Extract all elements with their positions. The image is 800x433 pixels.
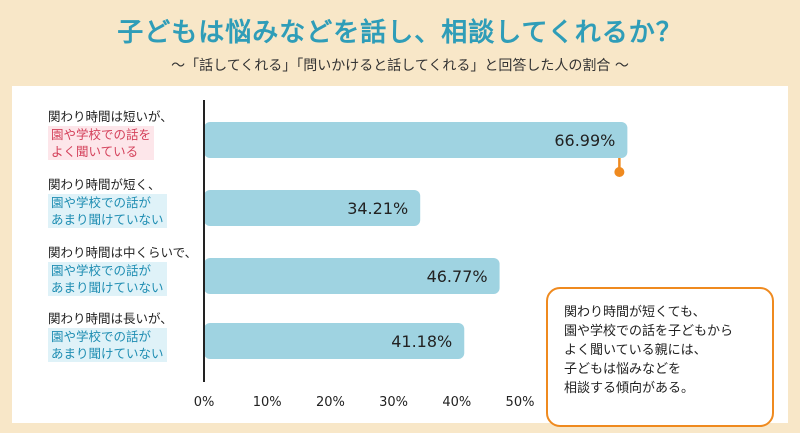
category-line: 関わり時間は長いが、 [48, 311, 173, 326]
category-highlight-line: あまり聞けていない [51, 346, 164, 361]
callout-line: 子どもは悩みなどを [564, 362, 682, 377]
bar-value-label: 66.99% [554, 131, 615, 150]
chart-panel: 66.99% 34.21% 46.77% 41.18% 0% 10% 20% 30% 40% 50… [12, 86, 788, 427]
callout-line: 園や学校での話を子どもから [564, 324, 734, 339]
category-highlight: 園や学校での話を よく聞いている [48, 126, 155, 160]
bar-value-label: 34.21% [347, 199, 408, 218]
chart-title: 子どもは悩みなどを話し、相談してくれるか？ [117, 18, 683, 48]
category-line: 関わり時間は短いが、 [48, 109, 173, 124]
category-label: 関わり時間は長いが、 園や学校での話が あまり聞けていない [48, 310, 198, 362]
category-highlight-line: あまり聞けていない [51, 280, 164, 295]
callout-connector-dot [614, 167, 625, 177]
x-tick-label: 0% [194, 395, 215, 410]
x-tick-label: 20% [316, 395, 345, 410]
category-label: 関わり時間は短いが、 園や学校での話を よく聞いている [48, 108, 198, 160]
bar [204, 190, 421, 226]
category-highlight-line: あまり聞けていない [51, 212, 164, 227]
callout-line: よく聞いている親には、 [564, 343, 707, 358]
category-highlight: 園や学校での話が あまり聞けていない [48, 262, 167, 296]
category-highlight-line: よく聞いている [51, 144, 139, 159]
category-highlight-line: 園や学校での話が [51, 329, 152, 344]
callout-line: 相談する傾向がある。 [564, 381, 695, 396]
category-highlight-line: 園や学校での話が [51, 263, 152, 278]
chart-plot: 66.99% 34.21% 46.77% 41.18% 0% 10% 20% 30% 40% 50… [194, 100, 724, 410]
category-line: 関わり時間は中くらいで、 [48, 245, 198, 260]
x-tick-label: 10% [253, 395, 282, 410]
bar-value-label: 46.77% [427, 267, 488, 286]
category-highlight-line: 園や学校での話が [51, 195, 152, 210]
bar [204, 258, 500, 294]
category-highlight-line: 園や学校での話を [51, 127, 152, 142]
callout-line: 関わり時間が短くても、 [564, 305, 706, 320]
bar-value-label: 41.18% [391, 332, 452, 351]
x-tick-label: 30% [379, 395, 408, 410]
x-tick-label: 50% [506, 395, 535, 410]
category-label: 関わり時間は中くらいで、 園や学校での話が あまり聞けていない [48, 244, 198, 296]
category-label: 関わり時間が短く、 園や学校での話が あまり聞けていない [48, 176, 198, 228]
category-highlight: 園や学校での話が あまり聞けていない [48, 328, 167, 362]
bar [204, 323, 465, 359]
chart-subtitle: 〜「話してくれる」「問いかけると話してくれる」と回答した人の割合 〜 [171, 58, 629, 74]
category-line: 関わり時間が短く、 [48, 177, 161, 192]
callout-box: 関わり時間が短くても、 園や学校での話を子どもから よく聞いている親には、 子ど… [546, 287, 774, 427]
x-tick-label: 40% [442, 395, 471, 410]
bar [204, 122, 628, 158]
category-highlight: 園や学校での話が あまり聞けていない [48, 194, 167, 228]
